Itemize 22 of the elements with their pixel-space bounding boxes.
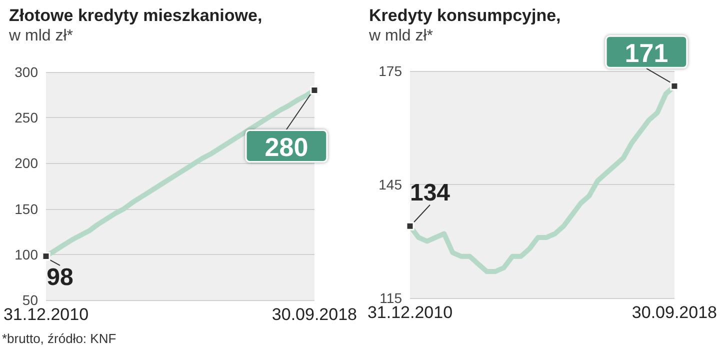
x-tick-label: 30.09.2018 bbox=[272, 305, 358, 324]
y-tick-label: 150 bbox=[14, 200, 38, 217]
data-label: 280 bbox=[264, 132, 308, 162]
chart-title: Kredyty konsumpcyjne, bbox=[369, 6, 561, 25]
x-tick-label: 31.12.2010 bbox=[367, 303, 453, 322]
x-tick-label: 31.12.2010 bbox=[3, 305, 89, 324]
y-tick-label: 200 bbox=[14, 155, 38, 172]
x-tick-label: 30.09.2018 bbox=[632, 303, 718, 322]
y-tick-label: 145 bbox=[378, 176, 402, 192]
chart-subtitle: w mld zł* bbox=[368, 28, 434, 44]
y-tick-label: 100 bbox=[14, 246, 38, 262]
data-label: 134 bbox=[410, 179, 451, 206]
y-tick-label: 300 bbox=[14, 64, 38, 80]
data-label: 98 bbox=[46, 264, 74, 291]
chart-subtitle: w mld zł* bbox=[8, 28, 74, 44]
data-label: 171 bbox=[624, 38, 668, 68]
chart-title: Złotowe kredyty mieszkaniowe, bbox=[9, 6, 262, 25]
text: *brutto, źródło: KNF bbox=[2, 331, 116, 346]
y-tick-label: 50 bbox=[22, 292, 38, 308]
y-tick-label: 115 bbox=[380, 290, 402, 306]
y-tick-label: 175 bbox=[378, 63, 402, 79]
y-tick-label: 250 bbox=[14, 110, 38, 126]
